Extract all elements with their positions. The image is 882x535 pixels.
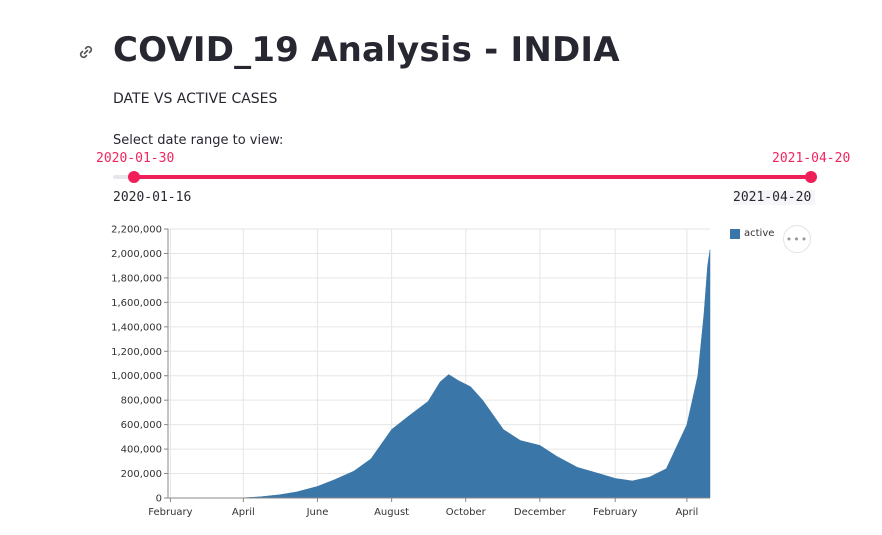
slider-end-handle[interactable] [805, 171, 817, 183]
x-tick-label: June [306, 507, 329, 518]
y-tick-label: 1,200,000 [111, 347, 162, 358]
y-tick-label: 2,200,000 [111, 225, 162, 236]
x-tick-label: August [374, 507, 409, 518]
slider-start-handle[interactable] [128, 171, 140, 183]
series-area-active [168, 249, 711, 499]
active-cases-chart[interactable]: 0 200,000 400,000 600,000 800,000 1,000,000 1,… [100, 218, 720, 523]
y-tick-label: 2,000,000 [111, 249, 162, 260]
slider-min-label: 2020-01-16 [113, 190, 192, 205]
y-tick-label: 800,000 [121, 396, 162, 407]
y-tick-label: 200,000 [121, 469, 162, 480]
legend-swatch [730, 228, 740, 239]
y-tick-label: 0 [156, 494, 162, 505]
slider-end-value: 2021-04-20 [772, 151, 851, 166]
slider-track-fill[interactable] [134, 175, 811, 179]
y-tick-label: 1,000,000 [111, 371, 162, 382]
x-tick-label: February [593, 507, 637, 518]
legend-label: active [744, 228, 775, 239]
y-tick-label: 600,000 [121, 420, 162, 431]
more-options-icon: ••• [785, 232, 809, 246]
slider-start-value: 2020-01-30 [96, 151, 175, 166]
x-tick-label: April [232, 507, 255, 518]
chart-legend: active [730, 228, 774, 239]
x-tick-label: October [446, 507, 487, 518]
link-icon[interactable] [76, 42, 96, 62]
x-tick-label: December [514, 507, 567, 518]
page-subtitle: DATE VS ACTIVE CASES [113, 91, 278, 107]
page-title: COVID_19 Analysis - INDIA [113, 30, 620, 70]
chart-menu-button[interactable]: ••• [783, 225, 811, 253]
x-tick-label: February [148, 507, 192, 518]
y-tick-label: 1,600,000 [111, 298, 162, 309]
slider-max-label: 2021-04-20 [733, 190, 816, 205]
y-tick-label: 1,400,000 [111, 322, 162, 333]
slider-label: Select date range to view: [113, 133, 284, 148]
y-tick-label: 400,000 [121, 445, 162, 456]
x-tick-label: April [675, 507, 698, 518]
y-tick-label: 1,800,000 [111, 273, 162, 284]
